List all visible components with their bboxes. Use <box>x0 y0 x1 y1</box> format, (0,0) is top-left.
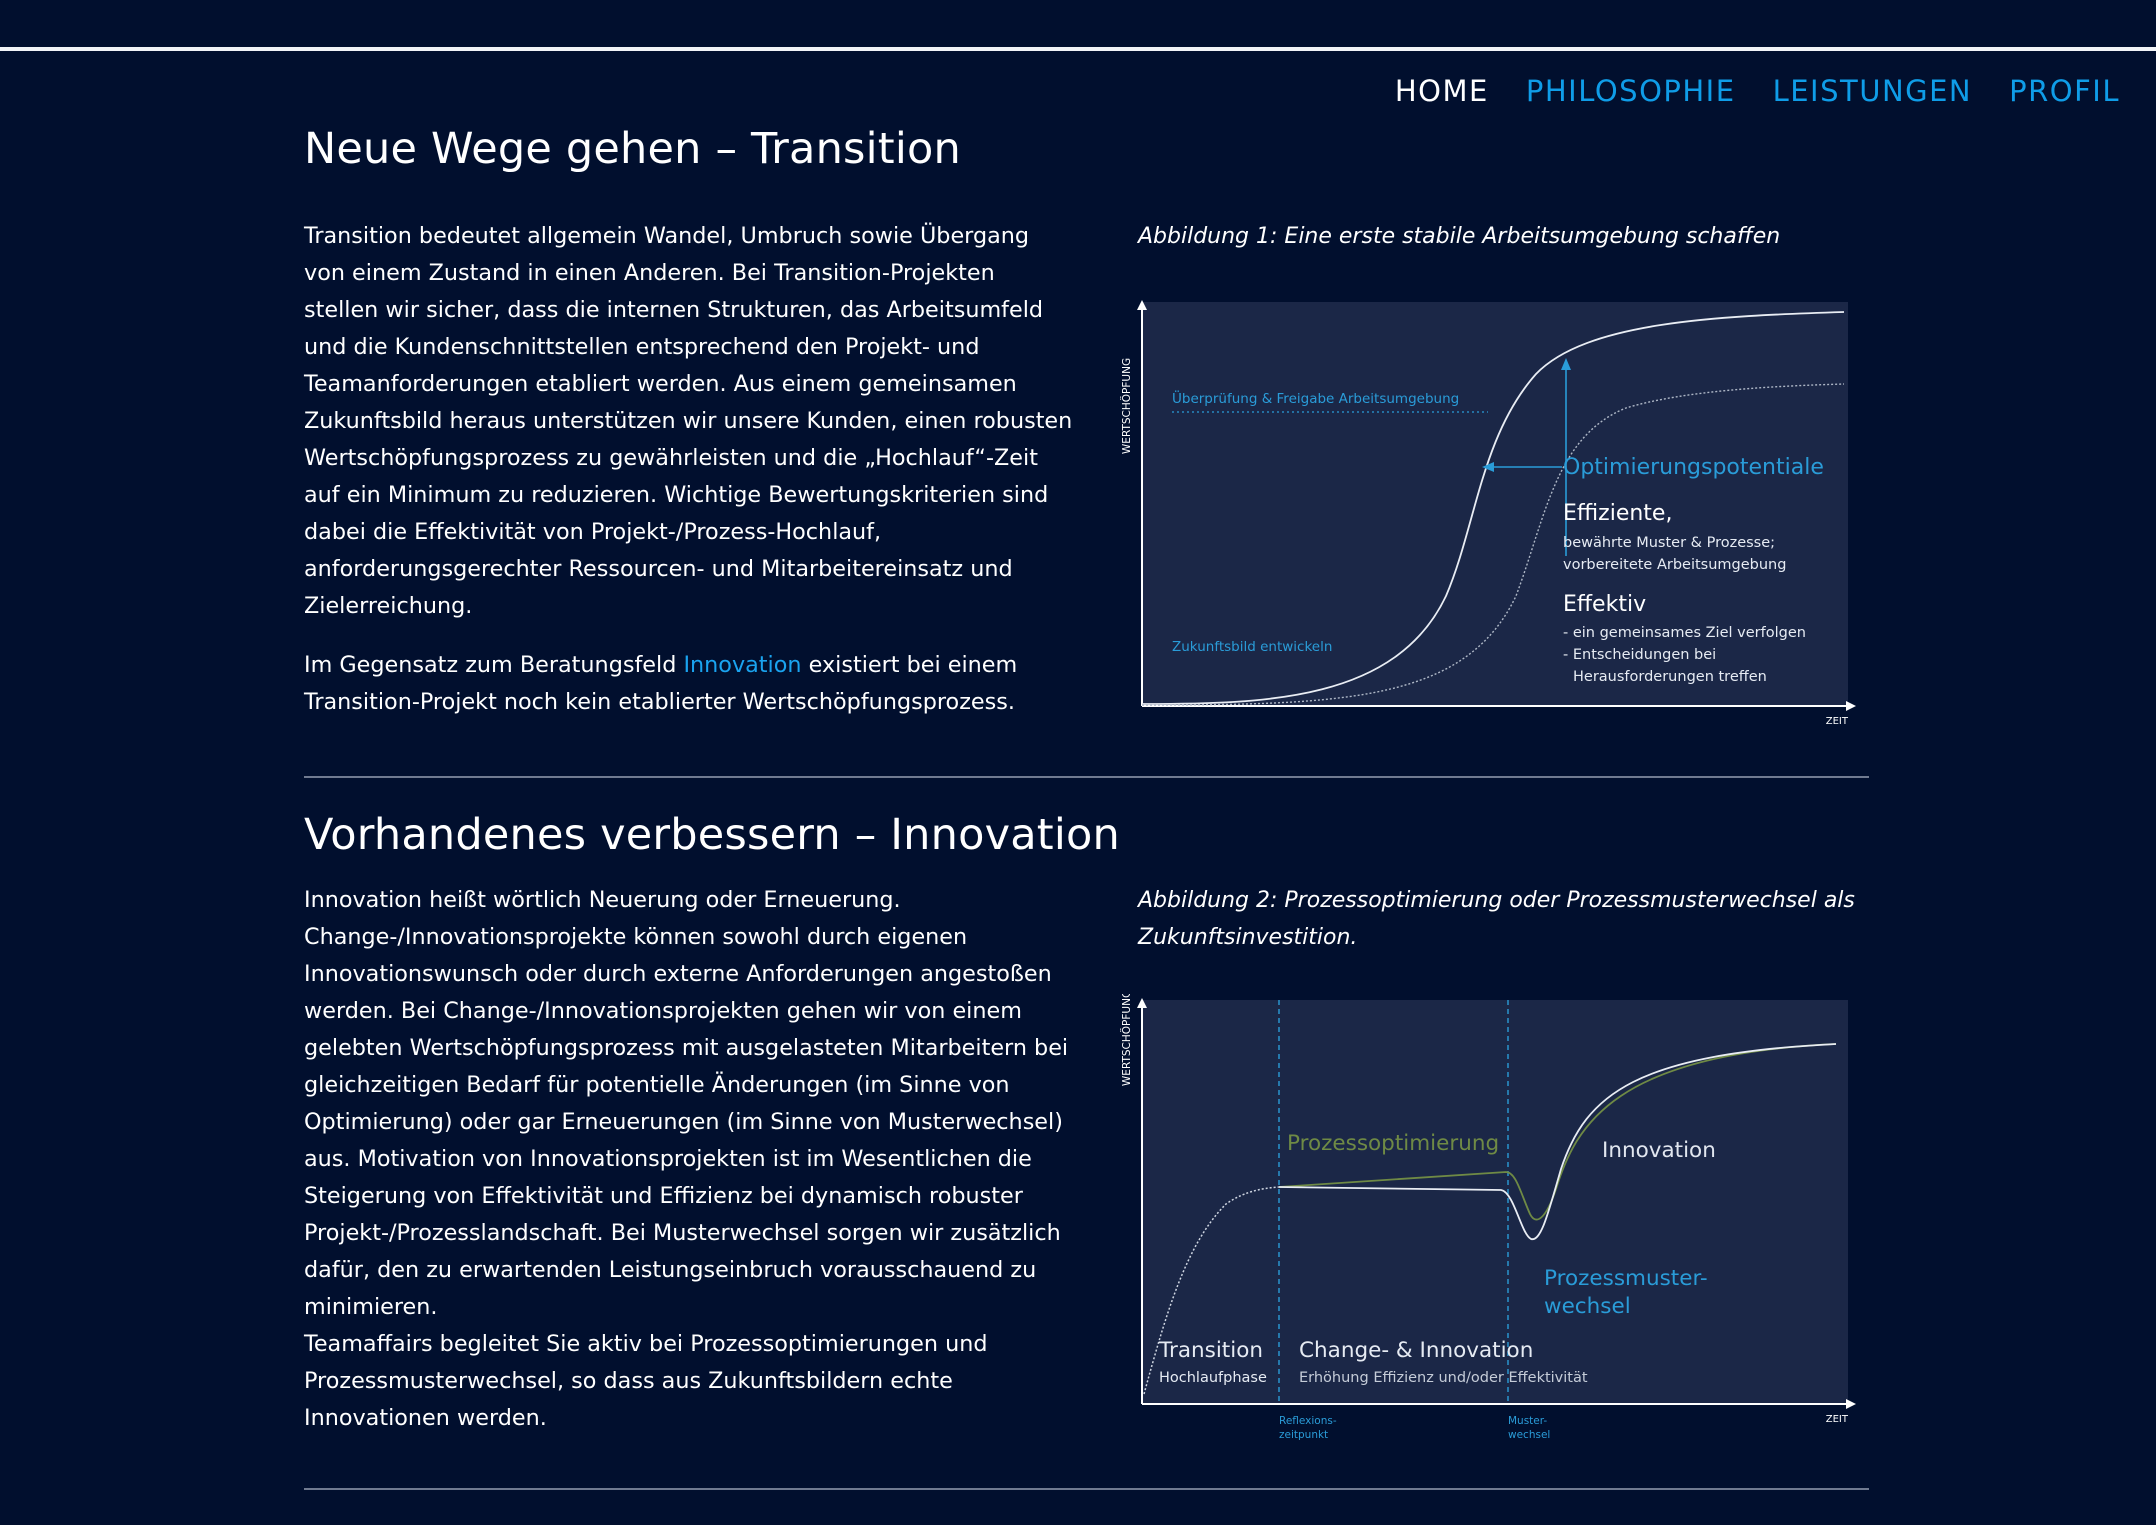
x-axis-arrow-icon <box>1846 1399 1856 1409</box>
text-fragment: existiert bei einem Transition-Projekt n… <box>304 652 1018 715</box>
transition-text: Transition bedeutet allgemein Wandel, Um… <box>304 218 1074 743</box>
reflection-label-2: zeitpunkt <box>1279 1429 1328 1441</box>
future-label: Zukunftsbild entwickeln <box>1172 639 1332 655</box>
section-divider-2 <box>304 1488 1869 1490</box>
effective-label: Effektiv <box>1563 592 1646 617</box>
arrow-left-icon <box>1482 462 1494 472</box>
main-navigation: HOME PHILOSOPHIE LEISTUNGEN PROFIL <box>1358 72 2120 110</box>
pattern-change-label-1: Prozessmuster- <box>1544 1266 1708 1291</box>
nav-home[interactable]: HOME <box>1394 74 1489 108</box>
y-axis-arrow-icon <box>1137 998 1147 1008</box>
nav-profil[interactable]: PROFIL <box>2009 74 2120 108</box>
nav-philosophie[interactable]: PHILOSOPHIE <box>1525 74 1736 108</box>
efficient-curve <box>1141 383 1845 706</box>
y-axis-label: WERTSCHÖPFUNG <box>1120 358 1133 454</box>
innovation-text: Innovation heißt wörtlich Neuerung oder … <box>304 882 1074 1459</box>
effective-desc-1: - ein gemeinsames Ziel verfolgen <box>1563 625 1806 641</box>
efficient-desc-1: bewährte Muster & Prozesse; <box>1563 535 1775 551</box>
change-sub-label: Erhöhung Effizienz und/oder Effektivität <box>1299 1370 1588 1386</box>
section-innovation: Vorhandenes verbessern – Innovation <box>304 810 1869 860</box>
efficient-label: Effiziente, <box>1563 501 1672 526</box>
figure-2-background <box>1142 1000 1848 1404</box>
transition-paragraph-1: Transition bedeutet allgemein Wandel, Um… <box>304 223 1073 619</box>
ramp-up-curve <box>1143 1186 1280 1395</box>
figure-1-caption: Abbildung 1: Eine erste stabile Arbeitsu… <box>1138 224 1781 249</box>
top-rule <box>0 47 2156 51</box>
ramp-up-label: Hochlaufphase <box>1159 1370 1267 1386</box>
x-axis-label: ZEIT <box>1826 716 1849 727</box>
figure-2-innovation: WERTSCHÖPFUNG ZEIT Prozessoptimierung In… <box>1120 994 1856 1441</box>
innovation-paragraph-2: Teamaffairs begleitet Sie aktiv bei Proz… <box>304 1331 988 1431</box>
innovation-link[interactable]: Innovation <box>683 652 802 678</box>
efficient-desc-2: vorbereitete Arbeitsumgebung <box>1563 557 1786 573</box>
change-label: Change- & Innovation <box>1299 1338 1533 1363</box>
effective-desc-2: - Entscheidungen bei <box>1563 647 1716 663</box>
transition-paragraph-2: Im Gegensatz zum Beratungsfeld Innovatio… <box>304 647 1074 721</box>
pattern-change-label-2: wechsel <box>1544 1294 1631 1319</box>
figure-1-transition: WERTSCHÖPFUNG ZEIT Überprüfung & Freigab… <box>1120 300 1856 727</box>
y-axis-arrow-icon <box>1137 300 1147 310</box>
section-title-transition: Neue Wege gehen – Transition <box>304 124 961 174</box>
section-divider-1 <box>304 776 1869 778</box>
transition-label: Transition <box>1158 1338 1263 1363</box>
optimization-label: Prozessoptimierung <box>1287 1131 1499 1156</box>
switch-label-1: Muster- <box>1508 1415 1547 1427</box>
x-axis-arrow-icon <box>1846 701 1856 711</box>
section-transition: Neue Wege gehen – Transition <box>304 124 1869 174</box>
section-title-innovation: Vorhandenes verbessern – Innovation <box>304 810 1120 860</box>
figure-1-background <box>1142 302 1848 707</box>
figure-2-caption: Abbildung 2: Prozessoptimierung oder Pro… <box>1138 888 1855 950</box>
effective-curve <box>1141 311 1845 705</box>
innovation-curve <box>1278 1043 1837 1240</box>
effective-desc-3: Herausforderungen treffen <box>1573 669 1767 685</box>
reflection-label-1: Reflexions- <box>1279 1415 1337 1427</box>
review-label: Überprüfung & Freigabe Arbeitsumgebung <box>1172 389 1459 407</box>
text-fragment: Im Gegensatz zum Beratungsfeld <box>304 652 684 678</box>
potential-label: Optimierungspotentiale <box>1563 455 1824 480</box>
innovation-paragraph-1: Innovation heißt wörtlich Neuerung oder … <box>304 887 1069 1320</box>
innovation-label: Innovation <box>1602 1138 1716 1163</box>
x-axis-label: ZEIT <box>1826 1414 1849 1425</box>
arrow-up-icon <box>1561 358 1571 370</box>
nav-leistungen[interactable]: LEISTUNGEN <box>1772 74 1973 108</box>
switch-label-2: wechsel <box>1508 1429 1550 1441</box>
y-axis-label: WERTSCHÖPFUNG <box>1120 994 1133 1086</box>
